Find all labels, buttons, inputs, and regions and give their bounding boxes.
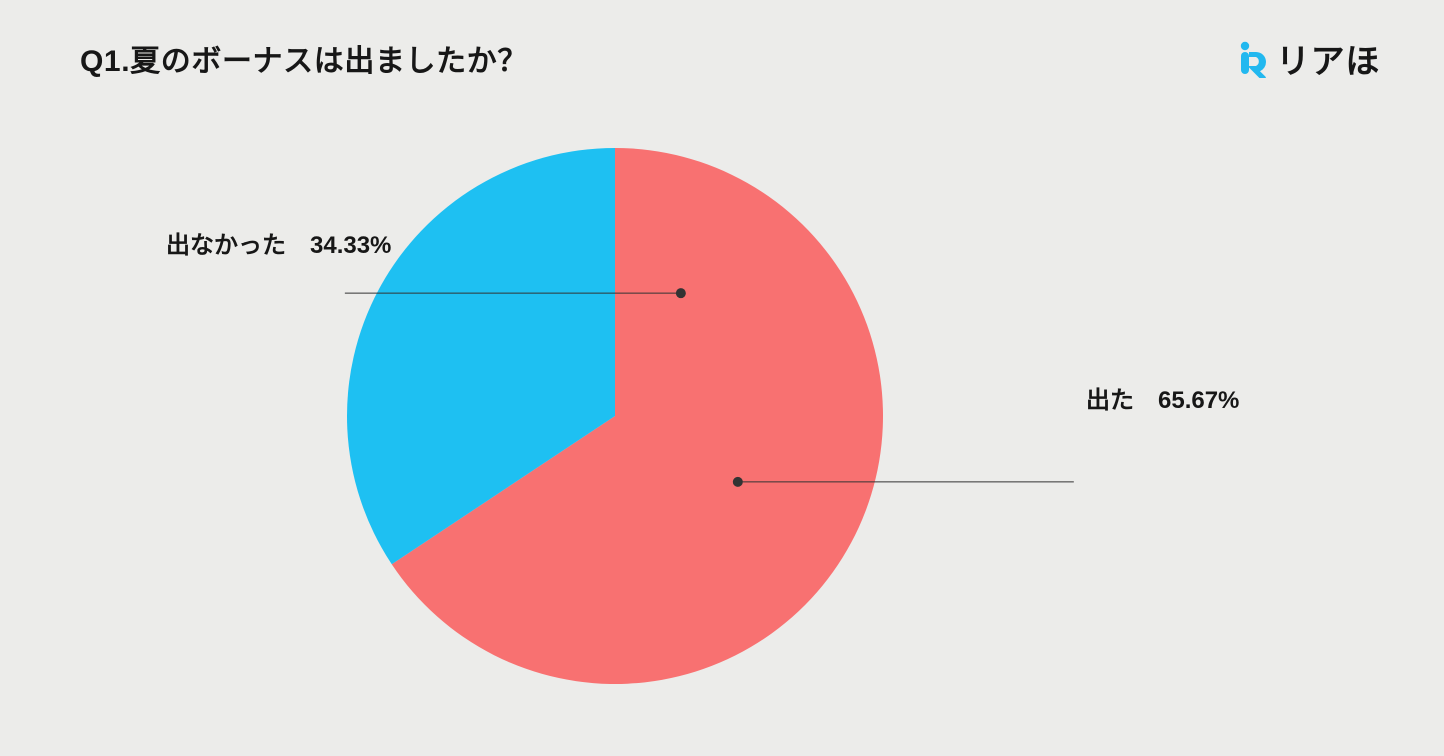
leader-dot-0 <box>733 477 743 487</box>
pie-slices <box>347 148 883 684</box>
slice-label-0: 出た 65.67% <box>1086 380 1239 415</box>
slice-label-1: 出なかった 34.33% <box>166 225 391 260</box>
leader-dot-1 <box>676 288 686 298</box>
chart-canvas: Q1.夏のボーナスは出ましたか？ リアほ 出た 65.67%出なかった 34.3… <box>0 0 1444 756</box>
pie-chart <box>0 0 1444 756</box>
